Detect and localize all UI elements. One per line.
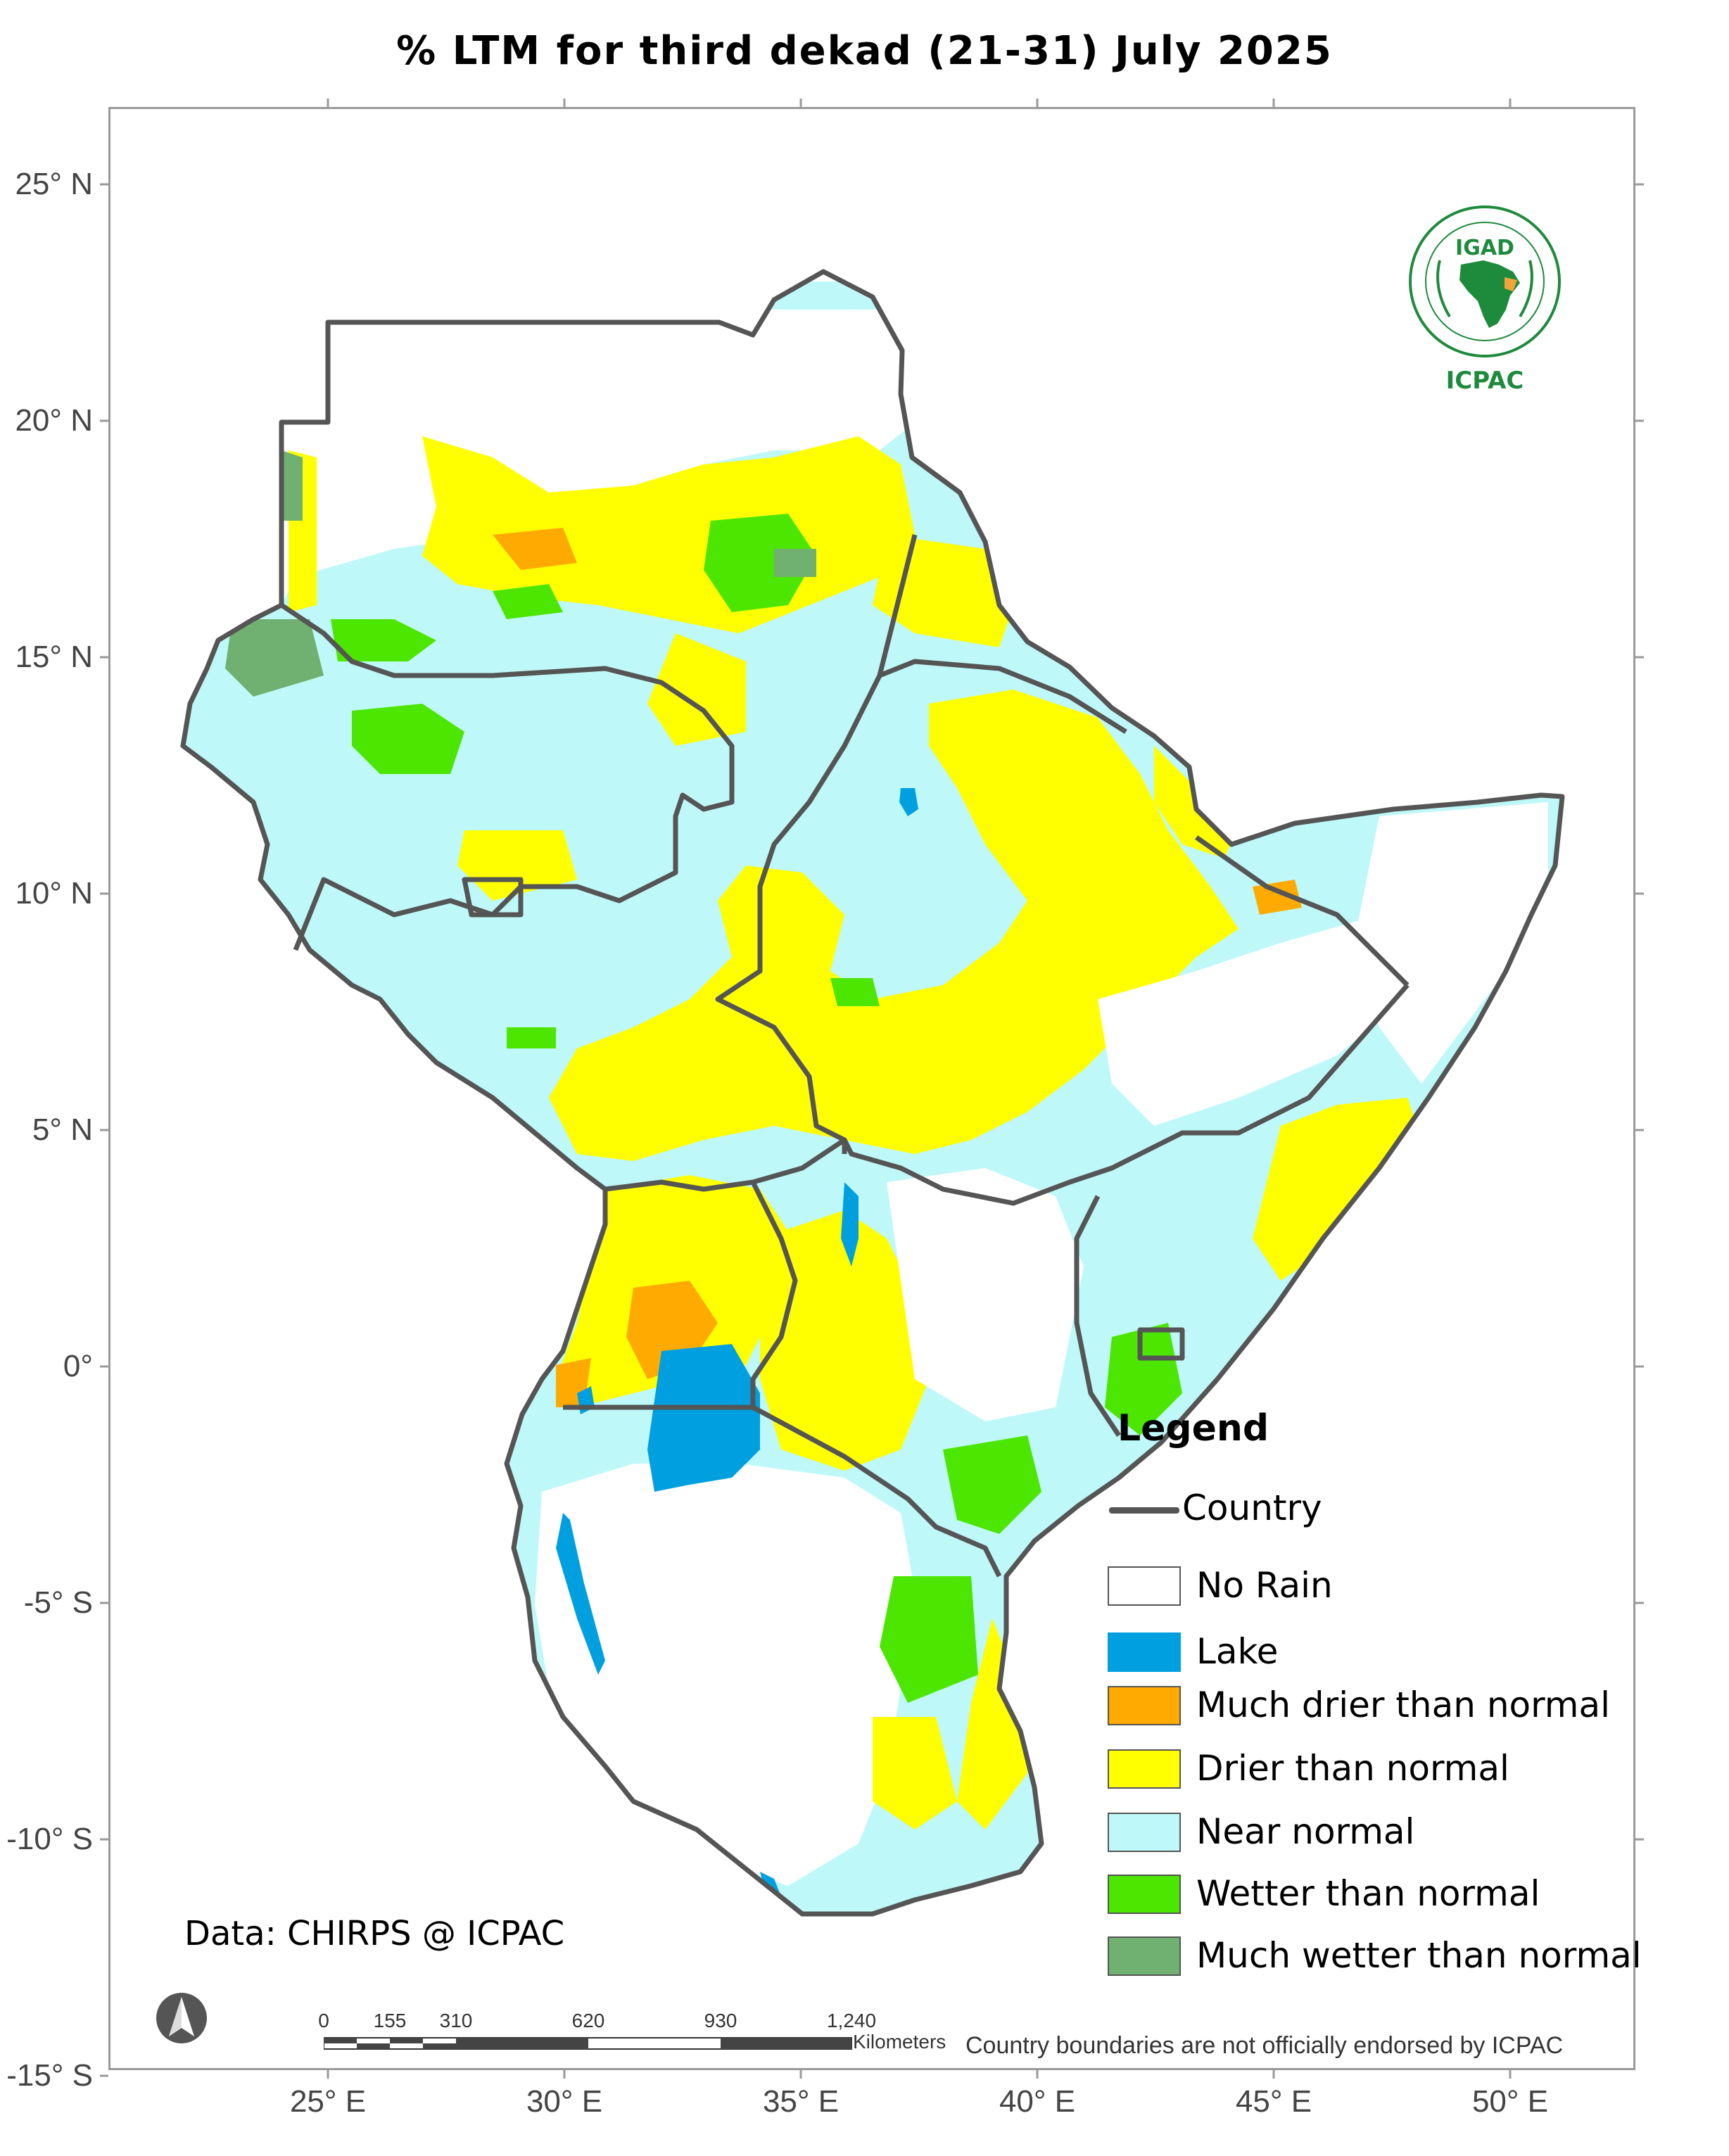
scale-tick-0: 0: [318, 2010, 329, 2031]
scale-bar-segments: [324, 2037, 852, 2050]
scale-tick-155: 155: [373, 2010, 407, 2031]
lat-label-10n: 10° N: [15, 876, 93, 911]
legend: Legend Country No Rain Lake Much drier t…: [1105, 1407, 1642, 1998]
scale-bar: 0 155 310 620 930 1,240 Kilometers: [318, 2010, 946, 2066]
lat-label-20n: 20° N: [15, 403, 93, 438]
scale-unit: Kilometers: [853, 2031, 946, 2053]
legend-label-near-normal: Near normal: [1196, 1811, 1415, 1852]
swatch-near-normal: [1108, 1813, 1181, 1852]
data-credit: Data: CHIRPS @ ICPAC: [184, 1914, 565, 1953]
logo-top-text: IGAD: [1455, 236, 1514, 260]
legend-row-drier: Drier than normal: [1105, 1746, 1640, 1792]
swatch-wetter: [1108, 1875, 1181, 1914]
swatch-no-rain: [1108, 1566, 1181, 1606]
lat-label-15s: -15° S: [6, 2058, 93, 2093]
map-title: % LTM for third dekad (21-31) July 2025: [396, 28, 1333, 74]
legend-label-country: Country: [1182, 1488, 1322, 1528]
lat-label-15n: 15° N: [15, 640, 93, 674]
lat-label-0: 0°: [63, 1349, 93, 1383]
legend-label-much-wetter: Much wetter than normal: [1196, 1935, 1642, 1976]
legend-row-near-normal: Near normal: [1105, 1810, 1640, 1855]
legend-row-no-rain: No Rain: [1105, 1564, 1640, 1609]
country-line-swatch: [1109, 1507, 1179, 1514]
lat-label-10s: -10° S: [6, 1822, 93, 1856]
lon-label-50e: 50° E: [1471, 2084, 1549, 2119]
legend-row-much-drier: Much drier than normal: [1105, 1683, 1640, 1728]
lat-label-25n: 25° N: [15, 167, 93, 201]
igad-icpac-logo: IGAD ICPAC: [1400, 204, 1569, 395]
scale-tick-310: 310: [439, 2010, 473, 2031]
graticule-ticks: [100, 99, 1644, 2079]
lon-label-45e: 45° E: [1235, 2084, 1312, 2119]
lon-label-25e: 25° E: [289, 2084, 367, 2119]
swatch-drier: [1108, 1749, 1181, 1789]
disclaimer-text: Country boundaries are not officially en…: [965, 2032, 1564, 2059]
legend-label-drier: Drier than normal: [1196, 1748, 1509, 1789]
legend-row-lake: Lake: [1105, 1630, 1640, 1675]
legend-row-country: Country: [1105, 1486, 1640, 1531]
legend-row-wetter: Wetter than normal: [1105, 1872, 1640, 1917]
lon-label-40e: 40° E: [999, 2084, 1076, 2119]
lat-label-5s: -5° S: [23, 1585, 93, 1620]
swatch-lake: [1108, 1632, 1181, 1672]
lon-label-30e: 30° E: [526, 2084, 603, 2119]
swatch-much-wetter: [1108, 1936, 1181, 1976]
country-boundaries: [180, 269, 1565, 1917]
north-arrow-icon: [153, 1990, 210, 2046]
legend-label-no-rain: No Rain: [1196, 1565, 1333, 1606]
lon-label-35e: 35° E: [762, 2084, 840, 2119]
lat-label-5n: 5° N: [32, 1112, 93, 1147]
swatch-much-drier: [1108, 1686, 1181, 1725]
legend-label-much-drier: Much drier than normal: [1196, 1685, 1611, 1725]
legend-label-lake: Lake: [1196, 1631, 1279, 1672]
scale-tick-620: 620: [571, 2010, 605, 2031]
legend-row-much-wetter: Much wetter than normal: [1105, 1934, 1642, 1979]
logo-bottom-text: ICPAC: [1446, 367, 1524, 394]
scale-tick-930: 930: [704, 2010, 737, 2031]
legend-label-wetter: Wetter than normal: [1196, 1873, 1540, 1914]
scale-tick-1240: 1,240: [826, 2010, 877, 2031]
legend-title: Legend: [1117, 1407, 1269, 1450]
